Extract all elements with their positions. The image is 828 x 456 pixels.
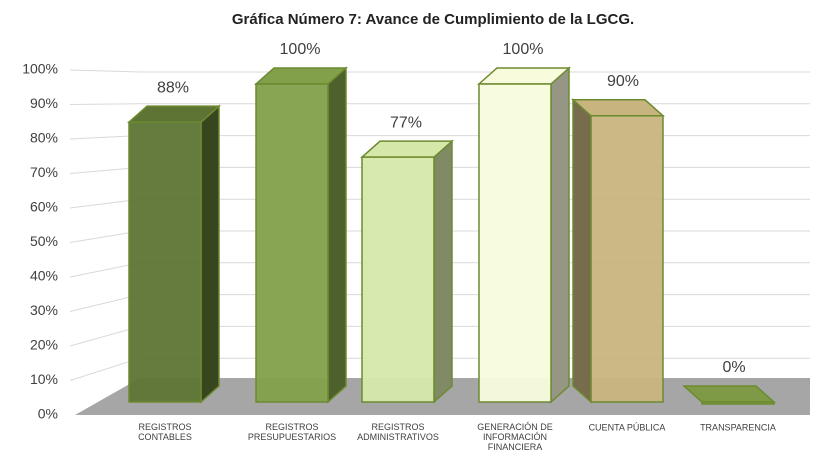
x-tick-label: REGISTROS CONTABLES	[138, 422, 192, 442]
chart-title: Gráfica Número 7: Avance de Cumplimiento…	[232, 11, 634, 28]
value-label: 100%	[280, 41, 321, 58]
bar-front	[590, 115, 664, 403]
bar-side	[572, 98, 592, 404]
x-tick-label: REGISTROS ADMINISTRATIVOS	[357, 422, 439, 442]
bar-side	[550, 66, 570, 404]
y-tick-label: 70%	[30, 164, 58, 180]
x-tick-label-line: REGISTROS	[138, 422, 191, 432]
x-tick-label-line: ADMINISTRATIVOS	[357, 432, 439, 442]
bar	[682, 385, 776, 405]
grid-line	[69, 103, 810, 105]
value-label: 88%	[157, 79, 189, 96]
value-label: 90%	[607, 73, 639, 90]
bar-front	[478, 83, 552, 403]
y-tick-label: 20%	[30, 337, 58, 353]
bar-front	[701, 401, 775, 405]
y-tick-label: 50%	[30, 233, 58, 249]
bar	[360, 139, 454, 404]
value-label: 77%	[390, 114, 422, 131]
y-tick-label: 60%	[30, 199, 58, 215]
bar-side	[433, 139, 453, 404]
x-tick-label-line: FINANCIERA	[488, 442, 543, 452]
y-tick-label: 30%	[30, 302, 58, 318]
y-tick-label: 100%	[22, 61, 58, 77]
y-tick-label: 40%	[30, 268, 58, 284]
bar-side	[200, 104, 220, 404]
x-tick-label-line: PRESUPUESTARIOS	[248, 432, 336, 442]
x-tick-label-line: GENERACIÓN DE	[477, 422, 553, 432]
x-tick-label: GENERACIÓN DE INFORMACIÓN FINANCIERA	[477, 422, 553, 452]
x-tick-label-line: INFORMACIÓN	[483, 432, 547, 442]
x-tick-label-line: CONTABLES	[138, 432, 192, 442]
bar	[477, 66, 571, 404]
value-label: 100%	[503, 41, 544, 58]
x-tick-label-line: REGISTROS	[371, 422, 424, 432]
y-tick-label: 0%	[38, 406, 58, 422]
x-tick-label: TRANSPARENCIA	[700, 422, 776, 432]
bar-front	[361, 156, 435, 403]
x-tick-label-line: REGISTROS	[265, 422, 318, 432]
value-label: 0%	[722, 359, 745, 376]
x-tick-label: CUENTA PÚBLICA	[589, 422, 666, 432]
bar-front	[255, 83, 329, 403]
bar-side	[327, 66, 347, 404]
bar	[127, 104, 221, 404]
bar	[571, 98, 665, 404]
bar-front	[128, 121, 202, 403]
y-tick-label: 90%	[30, 95, 58, 111]
bar	[254, 66, 348, 404]
x-tick-label: REGISTROS PRESUPUESTARIOS	[248, 422, 336, 442]
y-tick-label: 10%	[30, 371, 58, 387]
y-tick-label: 80%	[30, 130, 58, 146]
grid-line	[69, 69, 810, 73]
